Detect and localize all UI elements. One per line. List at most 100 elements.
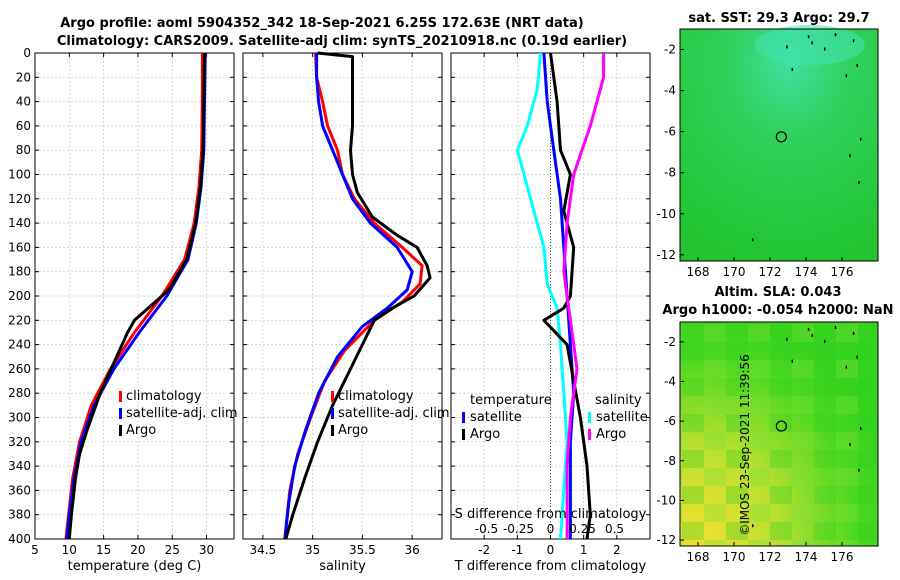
x-tick-label: 5: [31, 543, 39, 557]
y-tick-label: 120: [8, 192, 31, 206]
legend-swatch: [588, 412, 591, 423]
y-tick-label: 260: [8, 362, 31, 376]
x2-tick-label: -0.5: [475, 522, 498, 536]
figure-title-line2: Climatology: CARS2009. Satellite-adj cli…: [57, 34, 627, 49]
x2-tick-label: 0: [547, 522, 555, 536]
x-tick-label: 10: [62, 543, 77, 557]
island-speck: [845, 365, 848, 369]
sst-map-coastline: [752, 33, 862, 242]
legend-swatch: [462, 429, 465, 440]
figure-title-line1: Argo profile: aoml 5904352_342 18-Sep-20…: [60, 16, 584, 31]
y-tick-label: 80: [16, 143, 31, 157]
map-y-tick-label: -6: [664, 414, 676, 428]
island-speck: [811, 333, 813, 337]
map-y-tick-label: -10: [656, 207, 676, 221]
x-tick-label: 35.5: [349, 543, 376, 557]
sla-map-axes: 168 170 172 174 176 -2 -4 -6 -8 -10 -12: [656, 321, 879, 564]
series-line-argo: [284, 51, 432, 540]
island-speck: [752, 524, 754, 528]
island-speck: [860, 137, 862, 141]
x-tick-label: 36: [405, 543, 420, 557]
y-tick-label: 220: [8, 313, 31, 327]
island-speck: [786, 337, 788, 341]
x-tick-label: 35: [305, 543, 320, 557]
island-speck: [860, 427, 862, 431]
island-speck: [849, 442, 851, 446]
sst-map-warm-patch: [755, 25, 865, 65]
map-x-tick-label: 172: [759, 265, 782, 279]
island-speck: [791, 359, 794, 363]
sla-map: Altim. SLA: 0.043 Argo h1000: -0.054 h20…: [656, 285, 893, 564]
island-speck: [858, 468, 860, 472]
legend-swatch: [462, 412, 465, 423]
map-frame: [679, 321, 879, 547]
sst-map-argo-marker: [775, 131, 787, 143]
x-tick-label: 0: [547, 543, 555, 557]
map-x-tick-label: 168: [687, 265, 710, 279]
sst-map-axes: 168 170 172 174 176 -2 -4 -6 -8 -10 -12: [656, 28, 879, 279]
legend-label: satellite: [470, 410, 522, 425]
map-y-tick-label: -2: [664, 335, 676, 349]
series-line-s-satellite: [515, 52, 569, 540]
island-speck: [845, 74, 848, 78]
island-speck: [856, 63, 858, 67]
sla-map-subtitle: Argo h1000: -0.054 h2000: NaN: [662, 303, 893, 318]
legend-swatch: [331, 391, 334, 402]
y-tick-label: 380: [8, 508, 31, 522]
map-x-tick-label: 170: [723, 550, 746, 564]
y-tick-label: 160: [8, 240, 31, 254]
map-x-tick-label: 168: [687, 550, 710, 564]
sst-map-field: [680, 29, 878, 261]
series-line-s-argo: [562, 53, 606, 539]
map-x-tick-label: 170: [723, 265, 746, 279]
legend-swatch: [119, 391, 122, 402]
x2-axis-label: S difference from climatology: [455, 507, 647, 522]
x-tick-label: 1: [580, 543, 588, 557]
series-line-argo: [67, 52, 206, 540]
map-y-tick-label: -4: [664, 374, 676, 388]
island-speck: [791, 68, 794, 72]
series-line-climatology: [64, 53, 204, 540]
x-tick-label: 34.5: [250, 543, 277, 557]
island-speck: [752, 238, 754, 242]
y-tick-label: 140: [8, 216, 31, 230]
x-axis-label: temperature (deg C): [68, 559, 202, 574]
x-tick-label: 30: [199, 543, 214, 557]
x-tick-label: 25: [165, 543, 180, 557]
map-x-tick-label: 176: [831, 265, 854, 279]
x-tick-label: 15: [96, 543, 111, 557]
credit-text: ©IMOS 23-Sep-2021 11:39:56: [738, 354, 752, 536]
y-tick-label: 60: [16, 119, 31, 133]
legend-swatch: [331, 425, 334, 436]
y-tick-label: 100: [8, 168, 31, 182]
y-tick-label: 320: [8, 435, 31, 449]
y-tick-label: 300: [8, 411, 31, 425]
map-y-tick-label: -4: [664, 84, 676, 98]
legend-label: climatology: [126, 389, 202, 404]
x-tick-label: -1: [511, 543, 523, 557]
legend-label: climatology: [338, 389, 414, 404]
legend-swatch: [119, 425, 122, 436]
y-tick-label: 280: [8, 386, 31, 400]
map-y-tick-label: -12: [656, 248, 676, 262]
series-line-t-argo: [542, 52, 592, 540]
map-y-tick-label: -10: [656, 493, 676, 507]
y-tick-label: 0: [23, 46, 31, 60]
island-speck: [834, 33, 837, 37]
legend-label: satellite-adj. clim: [126, 406, 238, 421]
legend-swatch: [119, 408, 122, 419]
map-x-tick-label: 174: [795, 550, 818, 564]
legend-swatch: [588, 429, 591, 440]
sla-map-coastline: [752, 325, 862, 528]
island-speck: [811, 41, 813, 45]
sla-map-argo-marker: [775, 420, 787, 432]
y-tick-label: 240: [8, 338, 31, 352]
sst-map: sat. SST: 29.3 Argo: 29.7 168 170 172 174 17…: [656, 11, 879, 279]
map-y-tick-label: -2: [664, 43, 676, 57]
map-x-tick-label: 174: [795, 265, 818, 279]
panel-temperature: 0 20 40 60 80 100 120 140 160 180 200 220 240 260 280 3…: [8, 46, 238, 574]
island-speck: [786, 45, 788, 49]
island-speck: [852, 39, 855, 43]
y-tick-label: 200: [8, 289, 31, 303]
